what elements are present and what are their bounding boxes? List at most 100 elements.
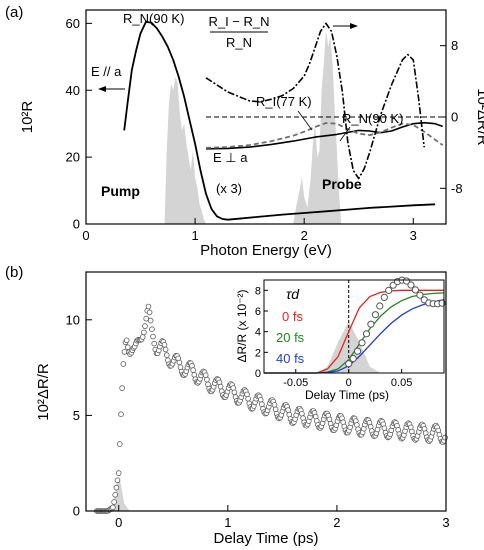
inset-measured-point [349, 354, 357, 363]
b-y-tick-label: 5 [73, 408, 80, 423]
arrow-left [98, 86, 125, 92]
annotation-e-perp: E ⊥ a [213, 150, 248, 165]
a-x-tick-label: 1 [191, 228, 198, 243]
delay-scan-point [217, 383, 224, 390]
delay-scan-point [142, 323, 148, 329]
inset-measured-point [411, 286, 419, 294]
annotation-pump: Pump [101, 183, 140, 199]
b-x-tick-label: 2 [333, 515, 340, 530]
inset-y-axis-title: ΔR/R (x 10⁻²) [235, 289, 249, 362]
inset-ticks: -0.05 0 0.05 0 2 4 6 8 [255, 285, 412, 389]
delay-scan-point [147, 317, 154, 324]
delay-scan-points [94, 303, 448, 514]
delay-scan-point [112, 491, 118, 498]
delay-scan-point [141, 329, 147, 336]
delay-scan-point [139, 334, 146, 340]
delay-scan-point [176, 359, 183, 366]
panel-a-right-axis-title: 10²ΔR/R [474, 88, 484, 146]
line-ri77-perp [205, 122, 444, 149]
ri77-leader [297, 110, 313, 131]
delay-scan-point [151, 340, 158, 347]
inset-x-tick-label: 0.05 [391, 377, 412, 389]
delay-scan-point [204, 376, 210, 383]
delay-scan-point [143, 315, 150, 322]
panel-a-x-axis-title: Photon Energy (eV) [200, 242, 332, 259]
delay-scan-point [111, 499, 117, 505]
delay-scan-point [231, 389, 238, 396]
annotation-ratio-denominator: R_N [226, 35, 252, 50]
inset-legend-0fs: 0 fs [282, 309, 303, 324]
delay-scan-point [150, 333, 156, 340]
inset-y-tick-label: 2 [255, 347, 261, 359]
b-x-tick-label: 3 [442, 515, 449, 530]
panel-b-label: (b) [5, 264, 23, 281]
b-x-tick-label: 0 [115, 515, 122, 530]
a-right-tick-label: 8 [451, 38, 458, 53]
spectrum-probe [293, 30, 342, 224]
inset-measured-point [358, 339, 366, 347]
inset-y-tick-label: 0 [255, 368, 261, 380]
inset-measured-points [345, 276, 446, 368]
inset: -0.05 0 0.05 0 2 4 6 8 Delay Time (ps) ΔR/R (x … [235, 276, 446, 402]
delay-scan-point [115, 470, 122, 476]
delay-scan-point [259, 401, 265, 408]
inset-y-tick-label: 4 [255, 327, 261, 339]
inset-measured-point [371, 311, 379, 319]
delay-scan-point [146, 309, 153, 316]
spectrum-pump [164, 76, 206, 224]
delay-scan-point [285, 407, 292, 413]
inset-measured-point [354, 347, 362, 355]
arrow-right [333, 23, 358, 29]
inset-legend-20fs: 20 fs [276, 330, 305, 345]
inset-legend-title: τd [286, 286, 300, 302]
delay-scan-point [125, 344, 131, 351]
panel-b-ticks: 0 1 2 3 0 5 10 [66, 312, 450, 530]
rn90-leader [339, 126, 351, 142]
panel-a-left-axis-title: 10²R [19, 101, 36, 134]
inset-x-tick-label: -0.05 [283, 377, 308, 389]
inset-legend-40fs: 40 fs [276, 351, 305, 366]
a-x-tick-label: 2 [301, 228, 308, 243]
annotation-ri77: R_I(77 K) [256, 94, 312, 109]
panel-b-frame [85, 271, 447, 512]
inset-measured-point [416, 291, 424, 299]
a-x-tick-label: 3 [410, 228, 417, 243]
inset-y-tick-label: 6 [255, 306, 261, 318]
delay-scan-point [110, 504, 116, 511]
delay-scan-point [113, 484, 120, 491]
delay-scan-point [442, 434, 448, 441]
autocorrelation-fill [107, 476, 130, 511]
a-right-tick-label: -8 [451, 181, 463, 196]
a-left-tick-label: 20 [66, 150, 80, 165]
delay-scan-point [162, 346, 169, 353]
inset-x-axis-title: Delay Time (ps) [305, 388, 389, 402]
annotation-e-parallel: E // a [91, 64, 122, 79]
annotation-ratio-numerator: R_I − R_N [208, 14, 269, 29]
inset-measured-point [407, 281, 415, 289]
delay-scan-point [161, 341, 168, 348]
inset-measured-point [380, 293, 388, 301]
inset-x-tick-label: 0 [346, 377, 352, 389]
delay-scan-point [190, 367, 196, 373]
inset-y-tick-label: 8 [255, 285, 261, 297]
delay-scan-point [145, 303, 152, 310]
delay-scan-point [114, 477, 121, 484]
annotation-rn90-top: R_N(90 K) [123, 11, 184, 26]
inset-measured-point [362, 330, 371, 338]
panel-b-y-axis-title: 10²ΔR/R [35, 363, 52, 421]
delay-scan-point [245, 395, 251, 402]
panel-a-label: (a) [5, 4, 23, 21]
panel-a: (a) 0 1 2 3 0 20 40 60 -8 0 8 Photon Energy (eV) 1… [5, 4, 484, 259]
inset-frame [263, 279, 445, 374]
a-right-tick-label: 0 [451, 110, 458, 125]
a-left-tick-label: 0 [73, 217, 80, 232]
spectrum-fills [164, 30, 342, 224]
delay-scan-point [271, 402, 278, 408]
delay-scan-point [120, 361, 127, 367]
b-x-tick-label: 1 [224, 515, 231, 530]
delay-scan-point [118, 411, 124, 418]
inset-measured-point [385, 286, 393, 294]
delay-scan-point [123, 337, 130, 344]
inset-measured-point [402, 277, 411, 285]
